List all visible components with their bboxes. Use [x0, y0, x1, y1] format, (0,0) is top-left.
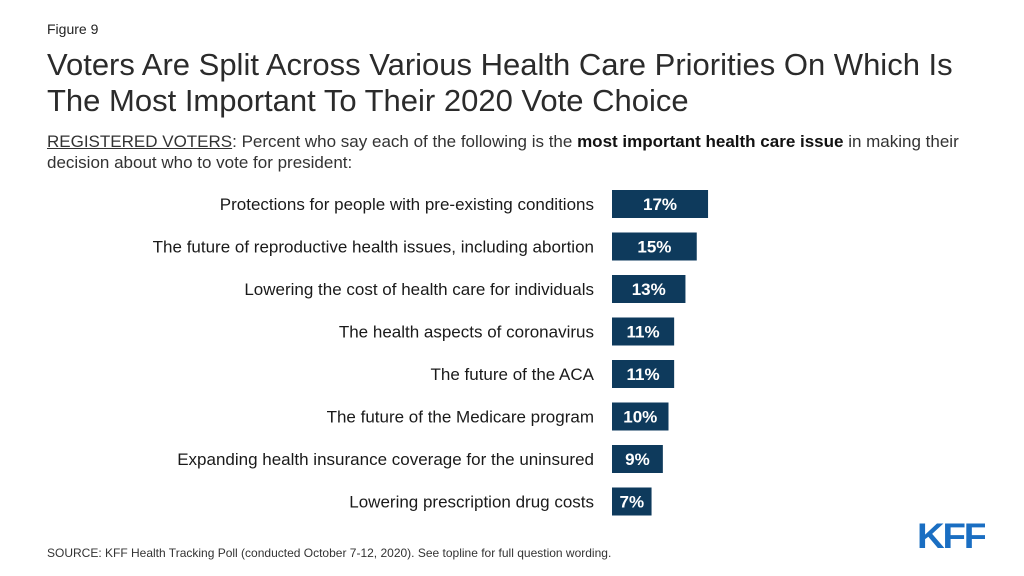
bar	[612, 317, 675, 346]
bar-value-label: 15%	[637, 238, 671, 257]
bar-value-label: 13%	[632, 280, 666, 299]
kff-logo-text: KFF	[917, 519, 985, 551]
bar-value-label: 10%	[623, 408, 657, 427]
subtitle-bold: most important health care issue	[577, 132, 844, 151]
bar-value-label: 11%	[627, 323, 660, 342]
bar	[612, 275, 686, 303]
bar	[612, 402, 669, 431]
bar	[612, 487, 652, 516]
category-label: Expanding health insurance coverage for …	[177, 450, 594, 469]
bar-value-label: 9%	[625, 450, 650, 469]
subtitle-prefix: REGISTERED VOTERS	[47, 132, 233, 151]
bar-value-label: 11%	[627, 365, 660, 384]
category-label: Lowering the cost of health care for ind…	[244, 280, 594, 299]
category-label: Protections for people with pre-existing…	[220, 195, 594, 214]
category-label: Lowering prescription drug costs	[349, 493, 594, 512]
subtitle-text-after: in making their decision about who to vo…	[47, 132, 959, 172]
bar	[612, 232, 697, 261]
source-note: SOURCE: KFF Health Tracking Poll (conduc…	[47, 546, 612, 560]
category-label: The future of the ACA	[431, 365, 595, 384]
chart-subtitle: REGISTERED VOTERS: Percent who say each …	[47, 131, 1007, 173]
bar	[612, 360, 675, 388]
figure-label: Figure 9	[47, 21, 99, 37]
category-label: The future of reproductive health issues…	[153, 238, 594, 257]
chart-title: Voters Are Split Across Various Health C…	[47, 47, 953, 118]
category-label: The future of the Medicare program	[327, 408, 594, 427]
subtitle-text-before: : Percent who say each of the following …	[232, 132, 578, 151]
kff-logo: KFF	[917, 519, 985, 551]
category-label: The health aspects of coronavirus	[339, 323, 594, 342]
bar	[612, 445, 663, 473]
bar-value-label: 7%	[619, 493, 644, 512]
bar-value-label: 17%	[643, 195, 677, 214]
bar	[612, 190, 709, 218]
